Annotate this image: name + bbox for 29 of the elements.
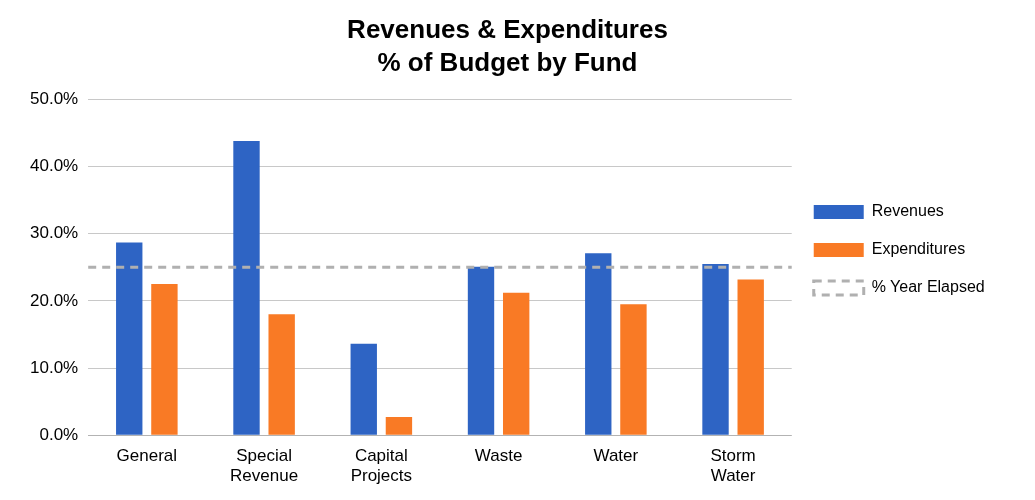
legend-label: Revenues: [871, 202, 944, 220]
bar: [620, 304, 647, 435]
bar: [350, 343, 377, 435]
bar: [151, 284, 178, 435]
x-tick-label: General: [116, 446, 178, 466]
y-tick-label: 30.0%: [30, 223, 79, 243]
y-tick-label: 10.0%: [30, 357, 79, 377]
bar: [737, 279, 764, 435]
x-tick-label: Waste: [474, 446, 523, 466]
bar: [502, 292, 530, 435]
bar: [702, 263, 729, 435]
y-tick-label: 40.0%: [30, 156, 79, 176]
chart-title: Revenues & Expenditures: [347, 13, 668, 44]
y-tick-label: 0.0%: [39, 424, 79, 444]
bar: [116, 242, 143, 435]
x-tick-label: Water: [593, 446, 639, 466]
y-tick-label: 50.0%: [30, 89, 79, 109]
chart-subtitle: % of Budget by Fund: [377, 46, 638, 77]
bar: [268, 314, 295, 435]
bar: [585, 253, 612, 435]
bar: [467, 266, 495, 435]
bar: [233, 141, 260, 435]
x-tick-label: Special Revenue: [230, 446, 299, 486]
y-tick-label: 20.0%: [30, 290, 79, 310]
bar: [385, 417, 413, 435]
legend-label: % Year Elapsed: [871, 278, 985, 296]
x-tick-label: Storm Water: [710, 446, 756, 486]
x-tick-label: Capital Projects: [350, 446, 413, 486]
legend-label: Expenditures: [871, 240, 966, 258]
